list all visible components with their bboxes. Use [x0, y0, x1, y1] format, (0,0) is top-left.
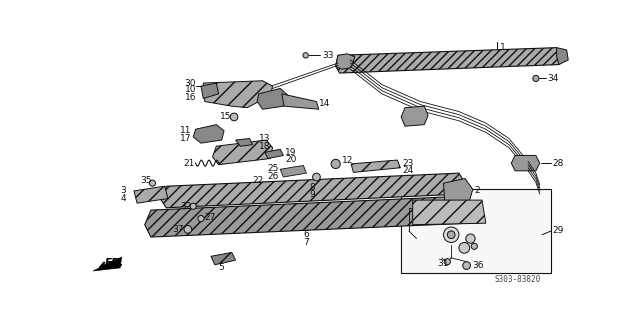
Polygon shape	[401, 106, 428, 126]
Text: 16: 16	[185, 93, 196, 102]
Polygon shape	[204, 81, 273, 108]
Text: 32: 32	[180, 202, 191, 211]
Polygon shape	[134, 186, 168, 203]
Polygon shape	[145, 196, 470, 237]
Polygon shape	[201, 83, 219, 99]
Circle shape	[149, 180, 156, 186]
Text: 14: 14	[319, 99, 330, 108]
Text: 3: 3	[120, 186, 126, 195]
Circle shape	[303, 53, 308, 58]
Text: 30: 30	[185, 78, 196, 88]
Text: 23: 23	[402, 159, 413, 168]
Polygon shape	[444, 179, 473, 206]
Text: 24: 24	[402, 166, 413, 175]
Polygon shape	[336, 48, 561, 73]
Text: 8: 8	[310, 183, 316, 192]
Text: 22: 22	[253, 176, 264, 185]
Text: 34: 34	[547, 74, 559, 83]
Text: 36: 36	[472, 261, 483, 270]
Circle shape	[444, 259, 451, 265]
Text: 17: 17	[180, 134, 191, 143]
Text: 12: 12	[342, 156, 353, 164]
Circle shape	[459, 243, 470, 253]
Polygon shape	[193, 124, 224, 143]
Polygon shape	[265, 149, 284, 158]
Text: 9: 9	[310, 190, 316, 199]
Polygon shape	[211, 252, 236, 265]
Text: 10: 10	[185, 85, 196, 94]
Polygon shape	[336, 54, 355, 69]
Polygon shape	[250, 183, 268, 194]
Circle shape	[331, 159, 340, 169]
Text: FR.: FR.	[105, 258, 124, 268]
Text: 25: 25	[267, 164, 278, 173]
Circle shape	[444, 227, 459, 243]
Circle shape	[312, 173, 320, 181]
Text: S303-83820: S303-83820	[494, 275, 541, 284]
Text: 20: 20	[285, 155, 296, 164]
Bar	[401, 188, 551, 273]
Circle shape	[533, 75, 539, 82]
Circle shape	[230, 113, 238, 121]
Text: 31: 31	[437, 259, 449, 268]
Text: 19: 19	[285, 148, 296, 157]
Circle shape	[184, 226, 192, 233]
Polygon shape	[282, 94, 319, 109]
Polygon shape	[93, 257, 122, 271]
Polygon shape	[160, 173, 465, 208]
Text: 5: 5	[219, 263, 225, 272]
Text: 13: 13	[259, 134, 270, 143]
Polygon shape	[351, 160, 401, 172]
Text: 2: 2	[474, 186, 480, 195]
Circle shape	[190, 203, 196, 209]
Text: 27: 27	[205, 212, 216, 221]
Text: 28: 28	[553, 159, 564, 168]
Text: 18: 18	[259, 142, 270, 151]
Polygon shape	[280, 165, 307, 177]
Text: 15: 15	[220, 112, 232, 121]
Text: 26: 26	[267, 172, 278, 181]
Polygon shape	[413, 200, 486, 225]
Text: 35: 35	[140, 176, 152, 185]
Polygon shape	[257, 88, 288, 109]
Polygon shape	[212, 140, 273, 165]
Polygon shape	[557, 48, 568, 65]
Text: 7: 7	[303, 238, 309, 247]
Text: 1: 1	[500, 43, 506, 52]
Circle shape	[463, 262, 470, 269]
Circle shape	[198, 215, 204, 222]
Circle shape	[447, 231, 455, 239]
Text: 21: 21	[183, 159, 195, 168]
Circle shape	[466, 234, 475, 243]
Text: 29: 29	[553, 227, 564, 236]
Text: 11: 11	[180, 126, 191, 135]
Text: 6: 6	[303, 230, 309, 239]
Circle shape	[471, 243, 477, 249]
Text: 33: 33	[322, 51, 333, 60]
Polygon shape	[236, 139, 253, 146]
Text: 4: 4	[120, 194, 125, 203]
Polygon shape	[511, 156, 540, 171]
Text: 37: 37	[172, 225, 184, 234]
